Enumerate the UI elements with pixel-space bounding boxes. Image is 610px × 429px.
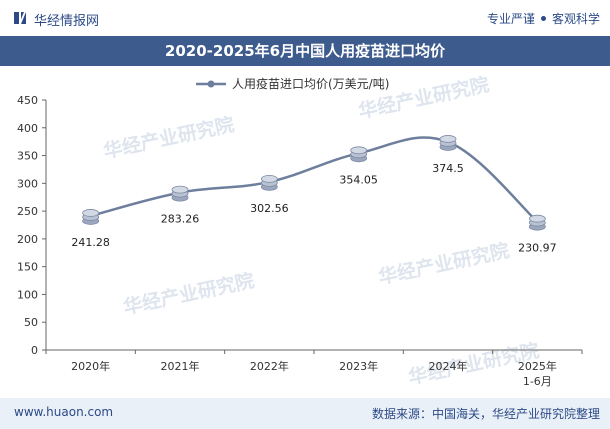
x-tick-label: 2022年: [250, 359, 289, 373]
watermark-text-3: 华经产业研究院: [121, 269, 256, 319]
logo-icon: [14, 12, 26, 24]
footer-site-link[interactable]: www.huaon.com: [14, 405, 114, 419]
chart-title: 2020-2025年6月中国人用疫苗进口均价: [0, 36, 610, 66]
slogan-right: 客观科学: [551, 12, 600, 26]
y-tick-label: 0: [31, 344, 38, 357]
x-tick-label: 2023年: [339, 359, 378, 373]
slogan-left: 专业严谨: [486, 12, 535, 26]
header-bar: 华经情报网 专业严谨 客观科学: [0, 0, 610, 36]
x-tick-label: 2025年 1-6月: [518, 359, 557, 388]
brand-name[interactable]: 华经情报网: [34, 14, 100, 29]
y-tick-label: 250: [17, 205, 38, 218]
watermark-text-4: 华经产业研究院: [376, 239, 511, 289]
legend-label: 人用疫苗进口均价(万美元/吨): [232, 76, 389, 91]
data-label: 283.26: [161, 213, 200, 226]
x-tick-label: 2020年: [71, 359, 110, 373]
x-tick-label: 2024年: [429, 359, 468, 373]
y-tick-label: 200: [17, 233, 38, 246]
footer: www.huaon.com 数据来源：中国海关，华经产业研究院整理: [0, 398, 610, 429]
data-label: 241.28: [71, 236, 110, 249]
y-tick-label: 300: [17, 177, 38, 190]
y-tick-label: 150: [17, 261, 38, 274]
y-tick-label: 100: [17, 288, 38, 301]
data-point-coin-icon: [260, 175, 278, 191]
y-tick-label: 450: [17, 94, 38, 107]
slogan: 专业严谨 客观科学: [487, 10, 600, 27]
data-point-coin-icon: [439, 135, 457, 151]
footer-source: 数据来源：中国海关，华经产业研究院整理: [371, 407, 600, 421]
watermarks: 华经产业研究院 华经产业研究院 华经产业研究院 华经产业研究院 华经产业研究院: [101, 73, 541, 389]
dot-icon: [540, 16, 546, 21]
y-tick-label: 50: [24, 316, 38, 329]
data-point-coin-icon: [82, 209, 100, 225]
data-label: 354.05: [339, 173, 378, 186]
data-point-coin-icon: [528, 214, 546, 231]
y-tick-label: 350: [17, 150, 38, 163]
data-label: 374.5: [432, 162, 464, 175]
y-tick-label: 400: [17, 122, 38, 135]
legend-marker-icon: [207, 80, 215, 88]
data-point-coin-icon: [350, 146, 368, 163]
data-point-coin-icon: [171, 185, 189, 202]
watermark-text-1: 华经产业研究院: [101, 113, 236, 163]
line-chart: 华经产业研究院 华经产业研究院 华经产业研究院 华经产业研究院 华经产业研究院 …: [17, 73, 583, 389]
data-label: 230.97: [518, 242, 557, 255]
x-tick-label: 2021年: [161, 359, 200, 373]
data-label: 302.56: [250, 202, 289, 215]
